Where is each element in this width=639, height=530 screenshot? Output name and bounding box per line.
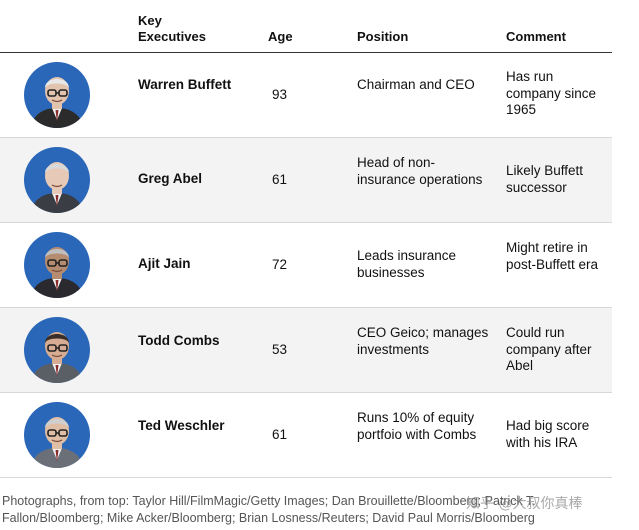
photo-credits-text: Photographs, from top: Taylor Hill/FilmM… xyxy=(2,494,536,525)
executive-comment: Could run company after Abel xyxy=(506,325,592,373)
header-position: Position xyxy=(357,29,409,44)
executive-name: Warren Buffett xyxy=(138,77,232,92)
executive-position: Head of non-insurance operations xyxy=(357,155,483,187)
header-key-executives: Key Executives xyxy=(138,13,206,44)
executive-photo-avatar xyxy=(24,62,90,128)
executive-position: Runs 10% of equity portfoio with Combs xyxy=(357,410,477,442)
executive-position: Chairman and CEO xyxy=(357,77,475,92)
executive-name: Todd Combs xyxy=(138,333,220,348)
table-header: Key Executives Age Position Comment xyxy=(0,0,612,53)
executive-comment: Might retire in post-Buffett era xyxy=(506,240,599,272)
header-age: Age xyxy=(268,29,293,44)
executive-age: 61 xyxy=(272,427,288,442)
executive-comment: Likely Buffett successor xyxy=(506,163,584,195)
executive-age: 53 xyxy=(272,342,288,357)
table-row: Warren Buffett 93 Chairman and CEO Has run … xyxy=(0,53,612,138)
photo-credits: Photographs, from top: Taylor Hill/FilmM… xyxy=(2,493,638,527)
executive-position: CEO Geico; manages investments xyxy=(357,325,489,357)
executive-photo-avatar xyxy=(24,232,90,298)
executives-table: Key Executives Age Position Comment Warr… xyxy=(0,0,612,478)
executive-position: Leads insurance businesses xyxy=(357,248,457,280)
executive-name: Ajit Jain xyxy=(138,256,191,271)
table-row: Ted Weschler 61 Runs 10% of equity portfoi… xyxy=(0,393,612,478)
executive-age: 72 xyxy=(272,257,288,272)
executive-age: 61 xyxy=(272,172,288,187)
table-row: Todd Combs 53 CEO Geico; manages investmen… xyxy=(0,308,612,393)
executive-comment: Had big score with his IRA xyxy=(506,418,590,450)
executive-photo-avatar xyxy=(24,147,90,213)
watermark-logo: 知乎 @大叔你真棒 xyxy=(466,496,583,512)
table-row: Greg Abel 61 Head of non-insurance operati… xyxy=(0,138,612,223)
table-body: Warren Buffett 93 Chairman and CEO Has run … xyxy=(0,53,612,478)
executive-comment: Has run company since 1965 xyxy=(506,69,597,117)
executive-name: Ted Weschler xyxy=(138,418,225,433)
executive-age: 93 xyxy=(272,87,288,102)
executive-photo-avatar xyxy=(24,402,90,468)
executive-name: Greg Abel xyxy=(138,171,203,186)
executive-photo-avatar xyxy=(24,317,90,383)
table-row: Ajit Jain 72 Leads insurance businesses Mig… xyxy=(0,223,612,308)
header-comment: Comment xyxy=(506,29,566,44)
